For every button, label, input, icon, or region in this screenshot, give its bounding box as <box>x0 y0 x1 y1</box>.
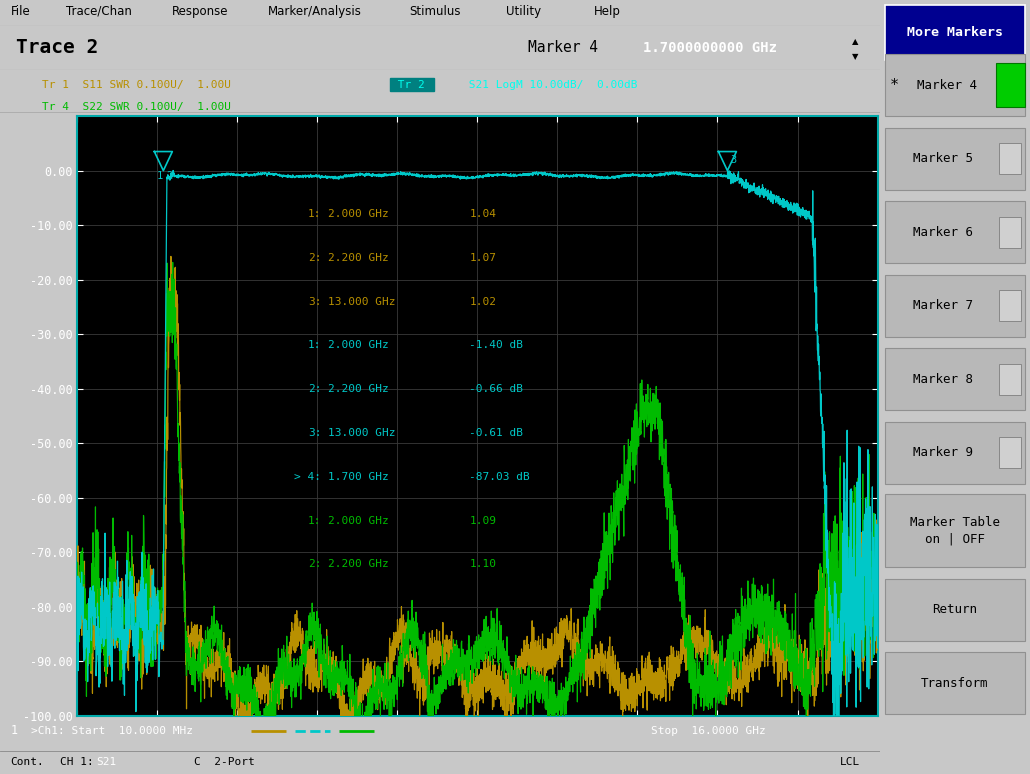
Text: Return: Return <box>932 604 977 616</box>
Text: 3:: 3: <box>308 296 321 307</box>
Text: 2.000 GHz: 2.000 GHz <box>328 515 388 526</box>
Text: 1.09: 1.09 <box>470 515 496 526</box>
Text: -1.40 dB: -1.40 dB <box>470 341 523 351</box>
FancyBboxPatch shape <box>885 652 1025 714</box>
Text: Marker 4: Marker 4 <box>527 40 597 56</box>
Text: -0.61 dB: -0.61 dB <box>470 428 523 438</box>
Text: 1:: 1: <box>308 341 321 351</box>
FancyBboxPatch shape <box>999 217 1022 248</box>
Text: Tr 4  S22 SWR 0.100U/  1.00U: Tr 4 S22 SWR 0.100U/ 1.00U <box>42 102 231 112</box>
FancyBboxPatch shape <box>885 5 1025 60</box>
Text: Utility: Utility <box>506 5 541 18</box>
Text: 3: 3 <box>730 155 736 165</box>
Text: Marker 5: Marker 5 <box>913 152 972 165</box>
Text: 2: 2 <box>166 171 172 181</box>
Text: Help: Help <box>593 5 621 18</box>
Text: > 4:: > 4: <box>295 472 321 481</box>
Text: More Markers: More Markers <box>906 26 1003 39</box>
Text: 1.07: 1.07 <box>470 253 496 263</box>
Text: Transform: Transform <box>921 677 989 690</box>
Text: LCL: LCL <box>840 758 860 767</box>
Text: C  2-Port: C 2-Port <box>194 758 254 767</box>
Text: Response: Response <box>172 5 228 18</box>
Text: 3:: 3: <box>308 428 321 438</box>
Text: 1.04: 1.04 <box>470 209 496 219</box>
Text: Stimulus: Stimulus <box>409 5 460 18</box>
Text: Tr 1  S11 SWR 0.100U/  1.00U: Tr 1 S11 SWR 0.100U/ 1.00U <box>42 80 231 90</box>
FancyBboxPatch shape <box>999 290 1022 321</box>
FancyBboxPatch shape <box>885 422 1025 484</box>
FancyBboxPatch shape <box>885 54 1025 116</box>
Text: 2.000 GHz: 2.000 GHz <box>328 209 388 219</box>
Text: 13.000 GHz: 13.000 GHz <box>328 428 396 438</box>
Text: 2:: 2: <box>308 253 321 263</box>
Text: ▲: ▲ <box>853 37 859 46</box>
FancyBboxPatch shape <box>885 579 1025 641</box>
Text: Tr 2: Tr 2 <box>391 80 432 90</box>
Text: 2.200 GHz: 2.200 GHz <box>328 560 388 570</box>
Text: 1.10: 1.10 <box>470 560 496 570</box>
FancyBboxPatch shape <box>999 143 1022 174</box>
Text: Trace/Chan: Trace/Chan <box>66 5 132 18</box>
FancyBboxPatch shape <box>999 437 1022 468</box>
Text: Cont.: Cont. <box>10 758 44 767</box>
Text: 1: 1 <box>10 724 18 737</box>
Text: ▼: ▼ <box>853 52 859 60</box>
Text: Stop  16.0000 GHz: Stop 16.0000 GHz <box>651 726 765 735</box>
Text: Marker 6: Marker 6 <box>913 226 972 238</box>
Text: 2.200 GHz: 2.200 GHz <box>328 384 388 394</box>
Text: -0.66 dB: -0.66 dB <box>470 384 523 394</box>
FancyBboxPatch shape <box>885 201 1025 263</box>
Text: Marker/Analysis: Marker/Analysis <box>268 5 363 18</box>
Text: 13.000 GHz: 13.000 GHz <box>328 296 396 307</box>
FancyBboxPatch shape <box>996 63 1025 107</box>
Text: S21: S21 <box>97 758 116 767</box>
Text: Marker Table
on | OFF: Marker Table on | OFF <box>909 515 1000 546</box>
Text: CH 1:: CH 1: <box>60 758 94 767</box>
Text: Trace 2: Trace 2 <box>15 39 98 57</box>
Text: >Ch1: Start  10.0000 MHz: >Ch1: Start 10.0000 MHz <box>31 726 193 735</box>
Text: -87.03 dB: -87.03 dB <box>470 472 530 481</box>
Text: 2.000 GHz: 2.000 GHz <box>328 341 388 351</box>
Text: S21 LogM 10.00dB/  0.00dB: S21 LogM 10.00dB/ 0.00dB <box>461 80 638 90</box>
Text: 1:: 1: <box>308 209 321 219</box>
Text: 2:: 2: <box>308 384 321 394</box>
Text: Marker 7: Marker 7 <box>913 300 972 312</box>
Text: Marker 4: Marker 4 <box>918 79 977 91</box>
Text: 2.200 GHz: 2.200 GHz <box>328 253 388 263</box>
Text: File: File <box>10 5 30 18</box>
FancyBboxPatch shape <box>885 128 1025 190</box>
Text: Marker 8: Marker 8 <box>913 373 972 385</box>
Text: Marker 9: Marker 9 <box>913 447 972 459</box>
Text: 1.700 GHz: 1.700 GHz <box>328 472 388 481</box>
Text: 1:: 1: <box>308 515 321 526</box>
Text: 1.7000000000 GHz: 1.7000000000 GHz <box>643 41 777 55</box>
Text: 2:: 2: <box>308 560 321 570</box>
Text: *: * <box>890 77 899 93</box>
FancyBboxPatch shape <box>885 275 1025 337</box>
FancyBboxPatch shape <box>885 348 1025 410</box>
Text: 1.02: 1.02 <box>470 296 496 307</box>
Text: 1: 1 <box>157 171 163 181</box>
FancyBboxPatch shape <box>999 364 1022 395</box>
FancyBboxPatch shape <box>885 494 1025 567</box>
